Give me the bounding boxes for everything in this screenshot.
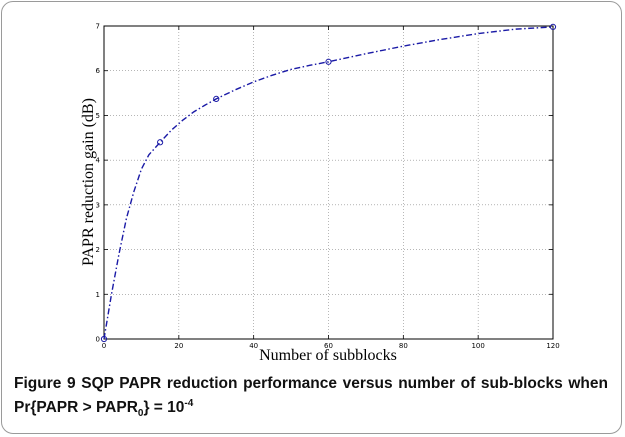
x-tick-label: 60 (324, 342, 333, 350)
x-tick-label: 0 (102, 342, 106, 350)
caption-subscript: 0 (137, 408, 144, 420)
data-point (549, 23, 557, 30)
y-tick-label: 3 (96, 201, 100, 209)
data-point (157, 139, 164, 146)
series-group (100, 23, 557, 343)
x-tick-label: 120 (546, 342, 559, 350)
x-axis-label: Number of subblocks (259, 347, 397, 364)
data-point (100, 335, 108, 343)
x-tick-label: 40 (249, 342, 258, 350)
axes-box (103, 25, 554, 340)
grid-lines (104, 26, 553, 339)
figure-caption: Figure 9 SQP PAPR reduction performance … (14, 372, 608, 420)
y-tick-label: 0 (96, 336, 100, 344)
x-tick-label: 20 (174, 342, 183, 350)
y-tick-label: 2 (96, 246, 100, 254)
caption-text: SQP PAPR reduction performance versus nu… (14, 375, 608, 420)
data-point (325, 58, 332, 65)
x-tick-label: 80 (399, 342, 408, 350)
caption-mid: } = 10 (143, 399, 185, 416)
y-tick-label: 6 (96, 67, 101, 75)
caption-main: SQP PAPR reduction performance versus nu… (14, 375, 608, 416)
caption-superscript: -4 (184, 397, 194, 409)
y-tick-labels: 0 1 2 3 4 5 6 7 (96, 23, 101, 344)
y-tick-label: 5 (96, 112, 100, 120)
y-tick-label: 7 (96, 23, 100, 31)
line-chart: 0 20 40 60 80 100 120 0 1 2 3 4 5 6 7 Number of subbl… (80, 23, 560, 365)
x-tick-labels: 0 20 40 60 80 100 120 (102, 342, 560, 350)
y-tick-label: 1 (96, 291, 100, 299)
data-point (213, 95, 220, 102)
y-tick-label: 4 (96, 157, 101, 165)
series-line (103, 26, 554, 340)
y-axis-label: PAPR reduction gain (dB) (80, 98, 97, 266)
figure-label: Figure 9 (14, 375, 76, 392)
x-tick-label: 100 (471, 342, 484, 350)
